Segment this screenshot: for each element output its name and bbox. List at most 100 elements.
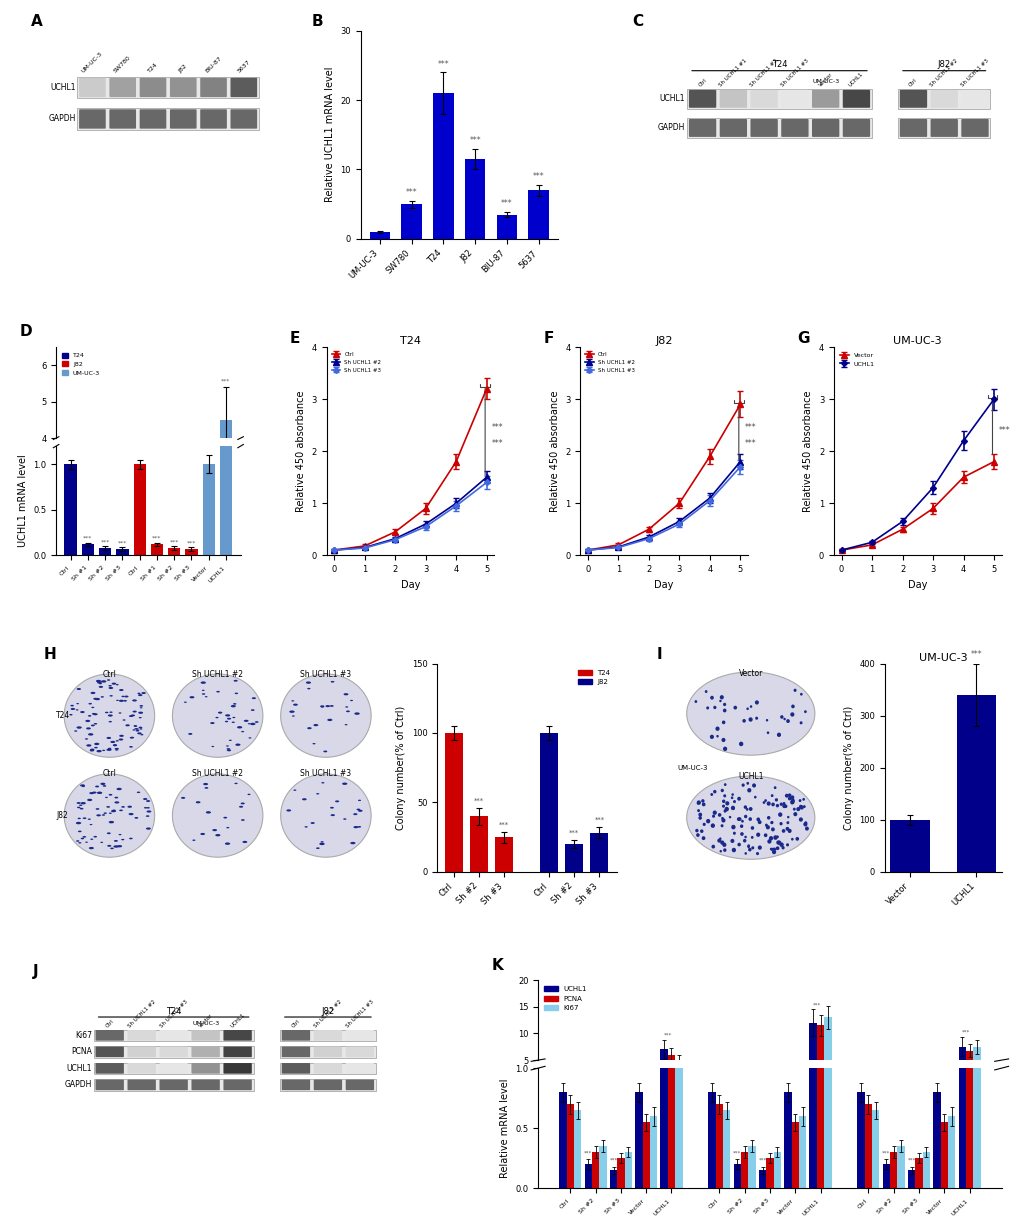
Bar bbox=[784, 1093, 791, 1188]
Ellipse shape bbox=[70, 708, 75, 710]
Ellipse shape bbox=[747, 788, 751, 793]
Ellipse shape bbox=[330, 815, 334, 816]
Ellipse shape bbox=[731, 806, 735, 810]
Ellipse shape bbox=[742, 839, 746, 843]
Bar bbox=[185, 549, 198, 555]
Text: ***: *** bbox=[584, 1150, 592, 1156]
Ellipse shape bbox=[711, 815, 714, 818]
FancyBboxPatch shape bbox=[96, 1079, 123, 1090]
FancyBboxPatch shape bbox=[929, 89, 957, 108]
Ellipse shape bbox=[280, 774, 371, 858]
Ellipse shape bbox=[77, 817, 81, 820]
Ellipse shape bbox=[92, 791, 97, 794]
Ellipse shape bbox=[76, 688, 81, 690]
Bar bbox=[881, 1164, 889, 1188]
Ellipse shape bbox=[791, 704, 794, 708]
FancyBboxPatch shape bbox=[899, 89, 926, 108]
Text: J82: J82 bbox=[936, 60, 950, 69]
Ellipse shape bbox=[354, 713, 360, 715]
Ellipse shape bbox=[747, 845, 749, 848]
Ellipse shape bbox=[108, 687, 113, 688]
FancyBboxPatch shape bbox=[314, 1079, 341, 1090]
FancyBboxPatch shape bbox=[223, 1079, 252, 1090]
Ellipse shape bbox=[803, 821, 807, 824]
Ellipse shape bbox=[250, 723, 255, 725]
Ellipse shape bbox=[91, 692, 96, 695]
Ellipse shape bbox=[763, 799, 766, 802]
Ellipse shape bbox=[718, 850, 721, 853]
Ellipse shape bbox=[718, 838, 720, 840]
Ellipse shape bbox=[111, 682, 116, 685]
Bar bbox=[369, 232, 390, 239]
Ellipse shape bbox=[731, 794, 734, 796]
Bar bbox=[722, 1110, 730, 1188]
Ellipse shape bbox=[238, 806, 243, 807]
Bar bbox=[740, 1085, 748, 1087]
Ellipse shape bbox=[248, 723, 251, 724]
Ellipse shape bbox=[127, 806, 131, 807]
Bar bbox=[809, 0, 816, 1188]
Bar bbox=[279, 1046, 376, 1057]
Ellipse shape bbox=[787, 794, 791, 797]
Ellipse shape bbox=[718, 699, 721, 702]
Ellipse shape bbox=[79, 805, 83, 806]
Y-axis label: Relative 450 absorbance: Relative 450 absorbance bbox=[549, 391, 559, 512]
Ellipse shape bbox=[316, 793, 319, 795]
Ellipse shape bbox=[97, 681, 102, 684]
Text: Sh UCHL1 #3: Sh UCHL1 #3 bbox=[344, 998, 374, 1029]
Ellipse shape bbox=[323, 751, 327, 752]
Title: J82: J82 bbox=[654, 337, 673, 347]
Bar bbox=[748, 1085, 755, 1087]
Title: UM-UC-3: UM-UC-3 bbox=[893, 337, 942, 347]
Text: ***: *** bbox=[186, 540, 196, 545]
Ellipse shape bbox=[249, 737, 251, 739]
Text: ***: *** bbox=[569, 829, 579, 835]
FancyBboxPatch shape bbox=[170, 77, 197, 97]
Bar bbox=[116, 549, 128, 555]
Bar bbox=[574, 1083, 581, 1087]
Ellipse shape bbox=[711, 845, 714, 849]
Ellipse shape bbox=[291, 701, 293, 702]
FancyBboxPatch shape bbox=[223, 1046, 252, 1057]
Ellipse shape bbox=[78, 842, 82, 844]
Bar bbox=[203, 464, 215, 555]
Ellipse shape bbox=[121, 806, 124, 807]
Bar bbox=[77, 77, 259, 98]
Bar bbox=[635, 1083, 642, 1087]
Ellipse shape bbox=[709, 696, 713, 699]
Text: ***: *** bbox=[812, 1002, 820, 1007]
Ellipse shape bbox=[223, 817, 227, 818]
Ellipse shape bbox=[240, 802, 245, 805]
Ellipse shape bbox=[774, 799, 777, 801]
Ellipse shape bbox=[768, 835, 772, 840]
FancyBboxPatch shape bbox=[192, 1046, 220, 1057]
Text: ***: *** bbox=[437, 60, 448, 69]
Ellipse shape bbox=[787, 796, 791, 800]
FancyBboxPatch shape bbox=[842, 89, 869, 108]
Text: UM-UC-3: UM-UC-3 bbox=[811, 78, 839, 83]
Ellipse shape bbox=[722, 708, 726, 713]
Ellipse shape bbox=[720, 737, 725, 742]
Text: C: C bbox=[632, 15, 643, 29]
FancyBboxPatch shape bbox=[159, 1063, 187, 1073]
Bar bbox=[856, 1083, 864, 1087]
Text: T24: T24 bbox=[166, 1007, 181, 1016]
Ellipse shape bbox=[103, 785, 106, 786]
Title: UM-UC-3: UM-UC-3 bbox=[918, 653, 967, 663]
Bar bbox=[922, 1153, 929, 1188]
Ellipse shape bbox=[190, 696, 195, 698]
Text: 5637: 5637 bbox=[236, 59, 251, 74]
Ellipse shape bbox=[799, 693, 802, 696]
Ellipse shape bbox=[720, 789, 723, 793]
Ellipse shape bbox=[769, 821, 772, 824]
Ellipse shape bbox=[88, 733, 94, 736]
Bar bbox=[279, 1079, 376, 1090]
Ellipse shape bbox=[118, 739, 123, 741]
Ellipse shape bbox=[342, 818, 346, 820]
Ellipse shape bbox=[749, 706, 752, 708]
Ellipse shape bbox=[786, 821, 789, 824]
Ellipse shape bbox=[716, 839, 720, 843]
Text: ***: *** bbox=[532, 173, 544, 181]
Text: Ctrl: Ctrl bbox=[697, 77, 707, 87]
Ellipse shape bbox=[696, 808, 699, 812]
